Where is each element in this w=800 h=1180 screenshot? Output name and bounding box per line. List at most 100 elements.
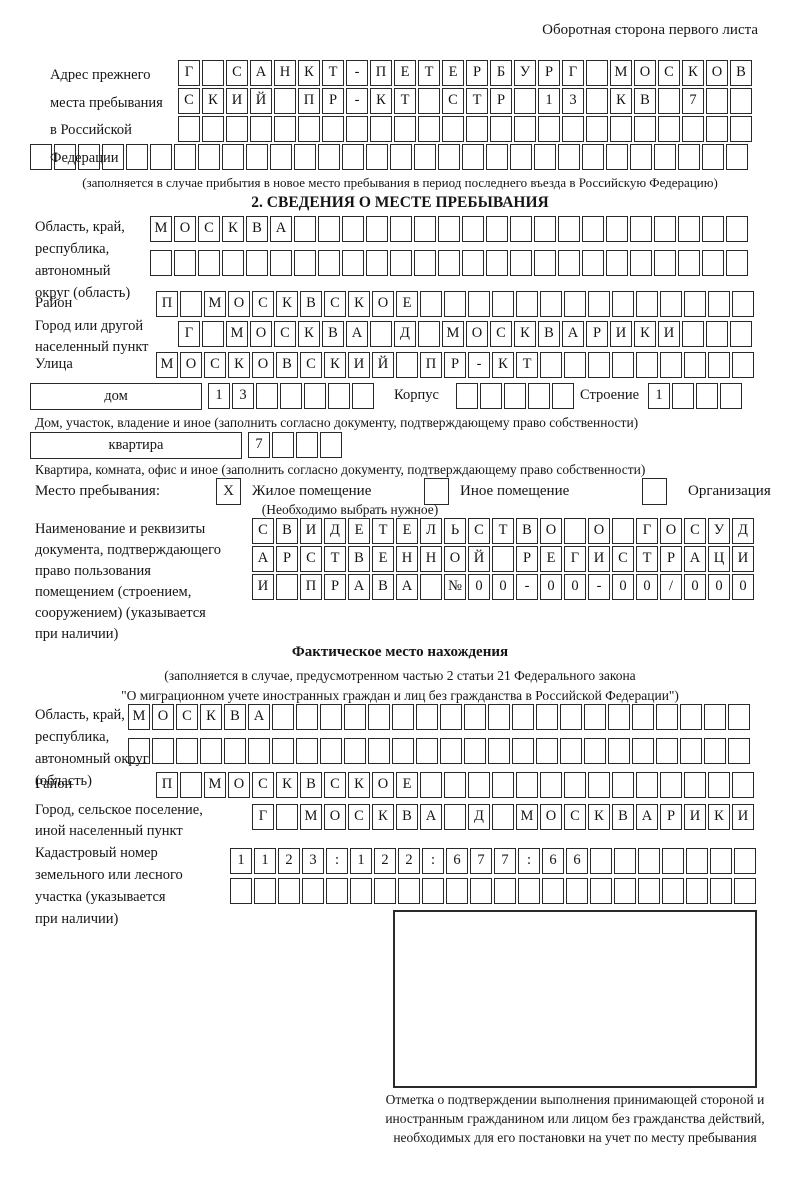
char-cell[interactable] [680,704,702,730]
char-cell[interactable] [346,116,368,142]
char-cell[interactable] [734,878,756,904]
char-cell[interactable]: 0 [636,574,658,600]
char-cell[interactable] [366,216,388,242]
char-cell[interactable]: Т [394,88,416,114]
char-cell[interactable] [350,878,372,904]
char-cell[interactable]: Р [660,546,682,572]
char-cell[interactable]: 0 [540,574,562,600]
char-cell[interactable]: А [250,60,272,86]
char-cell[interactable] [366,144,388,170]
char-cell[interactable] [438,250,460,276]
char-cell[interactable] [678,144,700,170]
char-cell[interactable] [684,352,706,378]
char-cell[interactable] [200,738,222,764]
char-cell[interactable]: К [202,88,224,114]
char-cell[interactable]: С [300,546,322,572]
char-cell[interactable]: П [298,88,320,114]
char-cell[interactable] [590,848,612,874]
char-cell[interactable] [178,116,200,142]
char-cell[interactable] [296,738,318,764]
char-cell[interactable] [152,738,174,764]
char-cell[interactable]: Й [372,352,394,378]
char-cell[interactable]: Н [274,60,296,86]
char-cell[interactable] [672,383,694,409]
char-cell[interactable] [174,250,196,276]
char-cell[interactable] [302,878,324,904]
char-cell[interactable] [630,250,652,276]
char-cell[interactable]: М [204,772,226,798]
char-cell[interactable] [612,352,634,378]
char-cell[interactable]: В [246,216,268,242]
char-cell[interactable] [636,352,658,378]
char-cell[interactable] [562,116,584,142]
char-cell[interactable]: 0 [492,574,514,600]
char-cell[interactable]: С [324,291,346,317]
char-cell[interactable] [272,738,294,764]
char-cell[interactable]: С [274,321,296,347]
char-cell[interactable] [304,383,326,409]
char-cell[interactable] [608,738,630,764]
char-cell[interactable] [678,216,700,242]
char-cell[interactable] [256,383,278,409]
char-cell[interactable] [420,574,442,600]
char-cell[interactable] [660,772,682,798]
char-cell[interactable]: В [634,88,656,114]
char-cell[interactable]: 0 [564,574,586,600]
char-cell[interactable]: Р [660,804,682,830]
char-cell[interactable] [470,878,492,904]
char-cell[interactable]: О [174,216,196,242]
char-cell[interactable]: : [326,848,348,874]
char-cell[interactable] [296,432,318,458]
char-cell[interactable]: Д [394,321,416,347]
char-cell[interactable]: - [346,88,368,114]
char-cell[interactable] [318,144,340,170]
char-cell[interactable]: 1 [538,88,560,114]
char-cell[interactable] [702,144,724,170]
char-cell[interactable] [686,878,708,904]
char-cell[interactable]: В [612,804,634,830]
char-cell[interactable]: - [516,574,538,600]
char-cell[interactable]: Н [420,546,442,572]
char-cell[interactable]: М [442,321,464,347]
char-cell[interactable]: Р [444,352,466,378]
char-cell[interactable] [654,216,676,242]
char-cell[interactable]: М [128,704,150,730]
char-cell[interactable]: О [444,546,466,572]
char-cell[interactable] [564,772,586,798]
char-cell[interactable] [390,250,412,276]
char-cell[interactable]: С [300,352,322,378]
char-cell[interactable]: 1 [350,848,372,874]
char-cell[interactable]: 1 [648,383,670,409]
char-cell[interactable] [636,772,658,798]
char-cell[interactable]: 7 [248,432,270,458]
char-cell[interactable]: С [176,704,198,730]
char-cell[interactable]: В [538,321,560,347]
char-cell[interactable] [444,291,466,317]
char-cell[interactable] [654,250,676,276]
char-cell[interactable] [512,738,534,764]
char-cell[interactable] [180,291,202,317]
char-cell[interactable]: В [730,60,752,86]
char-cell[interactable]: С [490,321,512,347]
char-cell[interactable] [468,772,490,798]
char-cell[interactable] [488,738,510,764]
char-cell[interactable] [416,704,438,730]
char-cell[interactable] [418,116,440,142]
char-cell[interactable]: Р [586,321,608,347]
char-cell[interactable]: Е [372,546,394,572]
char-cell[interactable]: В [300,291,322,317]
char-cell[interactable]: О [252,352,274,378]
char-cell[interactable]: К [228,352,250,378]
char-cell[interactable]: 6 [542,848,564,874]
char-cell[interactable] [658,88,680,114]
char-cell[interactable] [680,738,702,764]
char-cell[interactable] [294,144,316,170]
char-cell[interactable] [660,291,682,317]
char-cell[interactable] [632,704,654,730]
char-cell[interactable]: 0 [468,574,490,600]
char-cell[interactable] [414,144,436,170]
char-cell[interactable] [176,738,198,764]
char-cell[interactable] [438,144,460,170]
char-cell[interactable]: Й [250,88,272,114]
char-cell[interactable]: 2 [374,848,396,874]
